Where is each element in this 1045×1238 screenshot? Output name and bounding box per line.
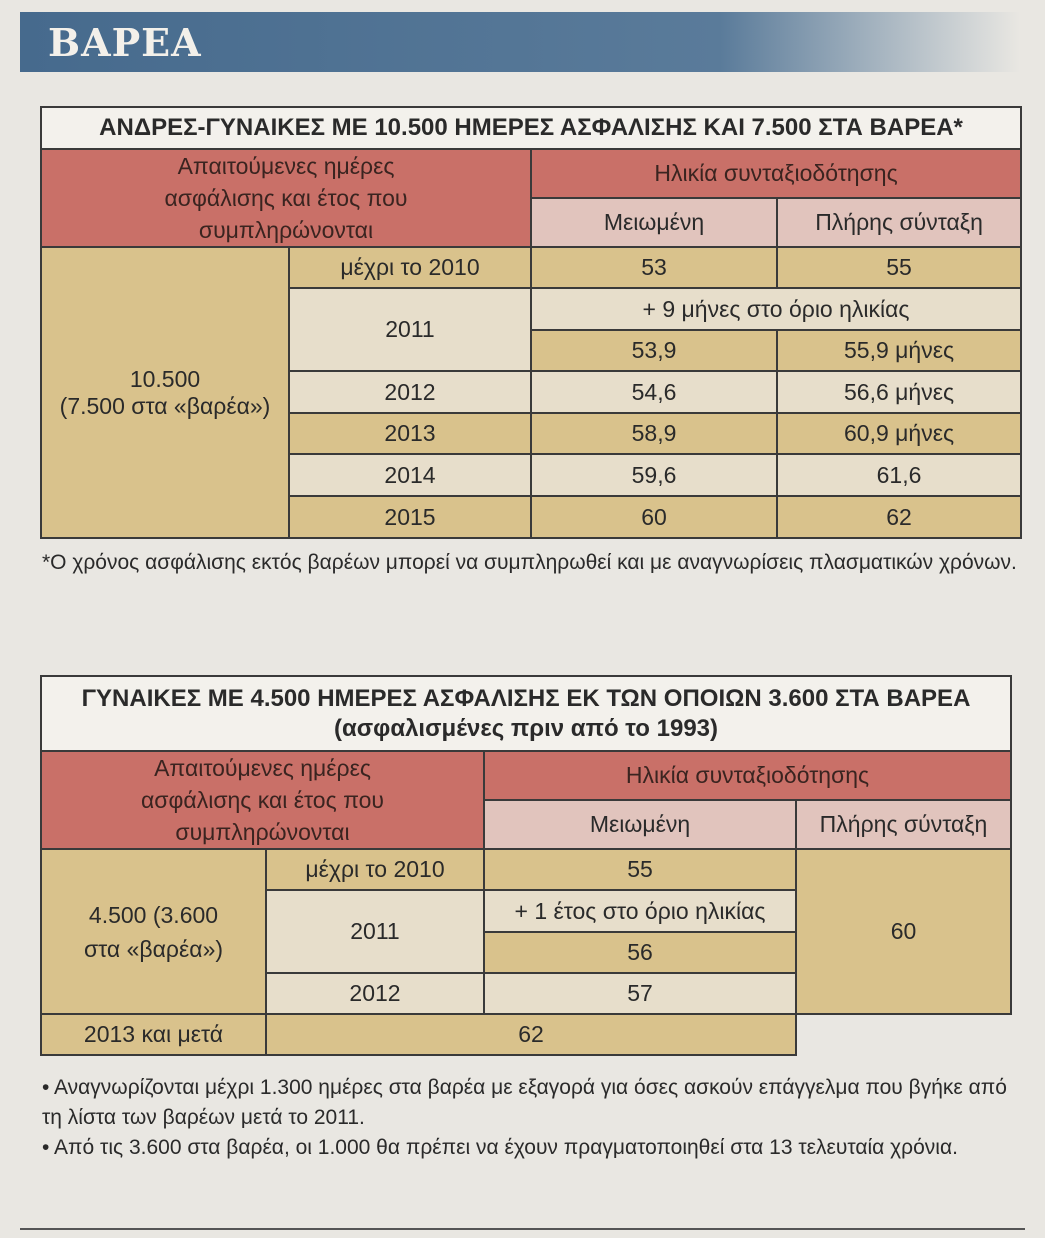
reduced-value: 60 <box>530 495 778 539</box>
full-value: 60,9 μήνες <box>775 412 1023 455</box>
full-value: 61,6 <box>775 453 1023 497</box>
reduced-value: 53,9 <box>530 329 778 372</box>
table-row: 2011 <box>288 287 532 372</box>
table-row: 2014 <box>288 453 532 497</box>
footnote: *Ο χρόνος ασφάλισης εκτός βαρέων μπορεί … <box>42 551 1017 574</box>
table-row: 2012 <box>265 972 485 1015</box>
reduced-value: 54,6 <box>530 370 778 414</box>
column-header-days: Απαιτούμενες ημέρες ασφάλισης και έτος π… <box>40 148 532 248</box>
table-row: 2011 <box>265 889 485 974</box>
bullet-note: • Από τις 3.600 στα βαρέα, οι 1.000 θα π… <box>42 1136 958 1159</box>
column-header-full: Πλήρης σύνταξη <box>775 197 1023 248</box>
days-cell: 10.500 (7.500 στα «βαρέα») <box>40 246 290 539</box>
table-row: 2013 <box>288 412 532 455</box>
full-value: 55 <box>775 246 1023 289</box>
column-header-days: Απαιτούμενες ημέρες ασφάλισης και έτος π… <box>40 750 485 850</box>
table-men-women-10500: ΑΝΔΡΕΣ-ΓΥΝΑΙΚΕΣ ΜΕ 10.500 ΗΜΕΡΕΣ ΑΣΦΑΛΙΣ… <box>39 106 1023 539</box>
section-title: ΒΑΡΕΑ <box>48 20 202 65</box>
title-line: ΓΥΝΑΙΚΕΣ ΜΕ 4.500 ΗΜΕΡΕΣ ΑΣΦΑΛΙΣΗΣ ΕΚ ΤΩ… <box>81 684 971 712</box>
full-value: 55,9 μήνες <box>775 329 1023 372</box>
reduced-value: 53 <box>530 246 778 289</box>
column-header-reduced: Μειωμένη <box>530 197 778 248</box>
column-header-reduced: Μειωμένη <box>483 799 797 850</box>
increase-note: + 1 έτος στο όριο ηλικίας <box>483 889 797 933</box>
column-header-full: Πλήρης σύνταξη <box>794 799 1013 850</box>
subtitle-line: (ασφαλισμένες πριν από το 1993) <box>333 714 719 742</box>
full-value: 60 <box>794 848 1013 1015</box>
table-women-4500: ΓΥΝΑΙΚΕΣ ΜΕ 4.500 ΗΜΕΡΕΣ ΑΣΦΑΛΙΣΗΣ ΕΚ ΤΩ… <box>39 675 1013 1056</box>
full-value: 56,6 μήνες <box>775 370 1023 414</box>
reduced-value: 55 <box>483 848 797 891</box>
table-row: 2013 και μετά <box>40 1013 267 1056</box>
days-cell: 4.500 (3.600 στα «βαρέα») <box>40 848 267 1015</box>
table-title: ΑΝΔΡΕΣ-ΓΥΝΑΙΚΕΣ ΜΕ 10.500 ΗΜΕΡΕΣ ΑΣΦΑΛΙΣ… <box>39 106 1023 150</box>
table-title: ΓΥΝΑΙΚΕΣ ΜΕ 4.500 ΗΜΕΡΕΣ ΑΣΦΑΛΙΣΗΣ ΕΚ ΤΩ… <box>39 675 1013 752</box>
divider <box>20 1228 1025 1230</box>
table-row: 2012 <box>288 370 532 414</box>
days-value: 10.500 <box>129 365 201 392</box>
increase-note: + 9 μήνες στο όριο ηλικίας <box>529 287 1023 331</box>
table-row: μέχρι το 2010 <box>288 246 532 289</box>
bullet-note: • Αναγνωρίζονται μέχρι 1.300 ημέρες στα … <box>42 1076 1007 1129</box>
table-row: 2015 <box>288 495 532 539</box>
table-row: μέχρι το 2010 <box>265 848 485 891</box>
reduced-value: 59,6 <box>530 453 778 497</box>
column-header-age: Ηλικία συνταξιοδότησης <box>529 148 1023 199</box>
column-header-age: Ηλικία συνταξιοδότησης <box>482 750 1013 801</box>
reduced-value: 57 <box>483 972 797 1015</box>
section-banner: ΒΑΡΕΑ <box>20 12 1020 72</box>
reduced-value: 62 <box>265 1013 797 1056</box>
days-note: (7.500 στα «βαρέα») <box>59 392 271 419</box>
full-value: 62 <box>775 495 1023 539</box>
reduced-value: 58,9 <box>530 412 778 455</box>
reduced-value: 56 <box>483 931 797 974</box>
